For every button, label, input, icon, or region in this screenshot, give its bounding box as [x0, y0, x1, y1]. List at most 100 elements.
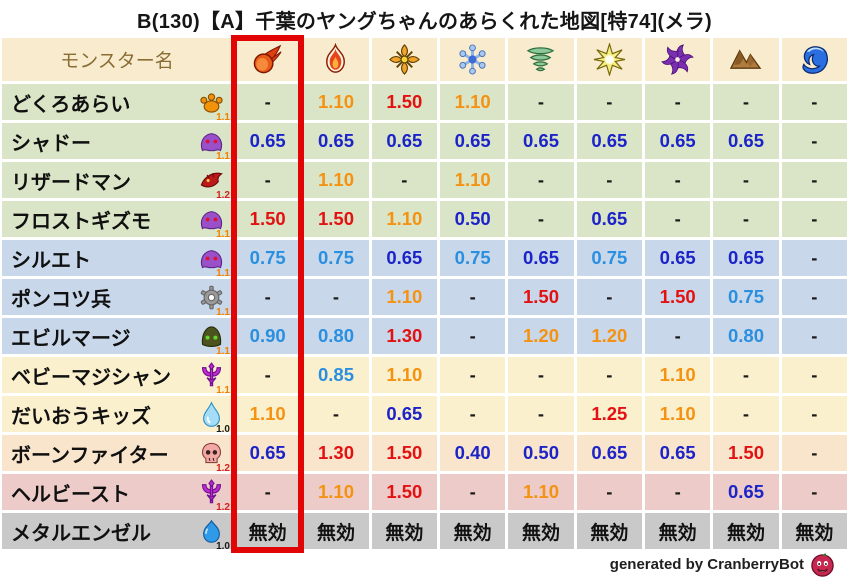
monster-level-badge: 1.2: [216, 501, 230, 513]
resistance-value-cell: 1.50: [713, 435, 779, 471]
resistance-value-cell: 1.30: [371, 318, 437, 354]
monster-name: シルエト: [11, 249, 91, 272]
resistance-value-cell: -: [576, 357, 642, 393]
mountain-icon: [729, 43, 762, 76]
resistance-value-cell: 無効: [440, 513, 506, 549]
monster-icon-wrap: 1.0: [198, 518, 230, 551]
resistance-value-cell: 1.10: [371, 357, 437, 393]
resistance-value-cell: 1.50: [371, 435, 437, 471]
element-column-header: [781, 38, 847, 81]
resistance-value-cell: 0.65: [713, 240, 779, 276]
resistance-value-cell: -: [508, 162, 574, 198]
element-column-header: [371, 38, 437, 81]
resistance-value-cell: 0.80: [713, 318, 779, 354]
resistance-value-cell: -: [440, 357, 506, 393]
trident-icon: [198, 361, 225, 389]
resistance-value-cell: 無効: [576, 513, 642, 549]
monster-name-cell: エビルマージ 1.1: [2, 318, 232, 356]
element-column-header: [645, 38, 711, 81]
paw-icon: [198, 89, 225, 116]
credit-text: generated by CranberryBot: [609, 556, 804, 573]
snowflake-icon: [456, 43, 489, 76]
resistance-value-cell: 0.75: [576, 240, 642, 276]
monster-name: ベビーマジシャン: [11, 366, 171, 389]
resistance-value-cell: -: [235, 279, 301, 315]
resistance-value-cell: 0.75: [235, 240, 301, 276]
pinwheel-icon: [661, 43, 694, 76]
spark-icon: [593, 43, 626, 76]
fireball-icon: [251, 43, 284, 76]
resistance-value-cell: -: [440, 474, 506, 510]
resistance-value-cell: 1.10: [440, 162, 506, 198]
monster-level-badge: 1.2: [216, 462, 230, 474]
resistance-value-cell: -: [235, 162, 301, 198]
resistance-value-cell: -: [508, 396, 574, 432]
resistance-value-cell: 無効: [645, 513, 711, 549]
resistance-value-cell: 0.65: [440, 123, 506, 159]
resistance-value-cell: 1.50: [303, 201, 369, 237]
monster-name-cell: ヘルビースト 1.2: [2, 474, 232, 513]
resistance-value-cell: -: [303, 279, 369, 315]
flame-icon: [319, 43, 352, 76]
resistance-value-cell: 0.65: [713, 123, 779, 159]
monster-name-cell: どくろあらい 1.1: [2, 84, 232, 122]
monster-level-badge: 1.1: [216, 150, 230, 162]
resistance-value-cell: 1.10: [440, 84, 506, 120]
monster-name: どくろあらい: [11, 93, 131, 116]
resistance-value-cell: 1.50: [645, 279, 711, 315]
resistance-value-cell: 無効: [235, 513, 301, 549]
monster-name-cell: ポンコツ兵 1.1: [2, 279, 232, 318]
monster-level-badge: 1.1: [216, 267, 230, 279]
resistance-value-cell: 0.65: [235, 123, 301, 159]
resistance-value-cell: -: [781, 84, 847, 120]
resistance-value-cell: -: [440, 318, 506, 354]
element-column-header: [235, 38, 301, 81]
monster-level-badge: 1.0: [216, 540, 230, 552]
cranberry-bot-icon: [810, 552, 835, 577]
resistance-value-cell: 0.75: [713, 279, 779, 315]
resistance-value-cell: -: [235, 474, 301, 510]
monster-name: リザードマン: [11, 171, 131, 194]
resistance-value-cell: -: [576, 474, 642, 510]
drop-icon: [198, 400, 225, 428]
element-column-header: [303, 38, 369, 81]
monster-level-badge: 1.1: [216, 306, 230, 318]
resistance-value-cell: 1.30: [303, 435, 369, 471]
resistance-value-cell: -: [713, 84, 779, 120]
resistance-value-cell: 1.10: [371, 279, 437, 315]
slime-icon: [198, 518, 225, 545]
resistance-value-cell: 1.25: [576, 396, 642, 432]
resistance-value-cell: -: [713, 162, 779, 198]
resistance-value-cell: 0.65: [713, 474, 779, 510]
resistance-value-cell: -: [576, 279, 642, 315]
monster-name: ポンコツ兵: [11, 288, 111, 311]
monster-icon-wrap: 1.1: [198, 323, 230, 356]
trident-icon: [198, 478, 225, 506]
ghost-icon: [198, 128, 225, 155]
monster-level-badge: 1.0: [216, 423, 230, 435]
resistance-value-cell: -: [781, 123, 847, 159]
footer-credit: generated by CranberryBot: [610, 552, 835, 577]
resistance-value-cell: -: [645, 162, 711, 198]
monster-name: だいおうキッズ: [11, 405, 151, 428]
resistance-value-cell: 1.10: [508, 474, 574, 510]
resistance-value-cell: 無効: [508, 513, 574, 549]
resistance-value-cell: -: [645, 318, 711, 354]
resistance-value-cell: 0.80: [303, 318, 369, 354]
monster-icon-wrap: 1.1: [198, 245, 230, 278]
resistance-value-cell: -: [235, 357, 301, 393]
resistance-value-cell: -: [781, 201, 847, 237]
monster-icon-wrap: 1.1: [198, 361, 230, 395]
burst-icon: [388, 43, 421, 76]
element-column-header: [508, 38, 574, 81]
resistance-value-cell: -: [645, 84, 711, 120]
resistance-value-cell: 0.75: [303, 240, 369, 276]
monster-icon-wrap: 1.1: [198, 89, 230, 122]
resistance-value-cell: 1.10: [303, 162, 369, 198]
resistance-value-cell: -: [781, 318, 847, 354]
helmet-icon: [198, 323, 225, 350]
resistance-value-cell: 1.10: [303, 84, 369, 120]
resistance-value-cell: -: [781, 435, 847, 471]
resistance-value-cell: 0.65: [508, 123, 574, 159]
resistance-value-cell: 1.10: [371, 201, 437, 237]
